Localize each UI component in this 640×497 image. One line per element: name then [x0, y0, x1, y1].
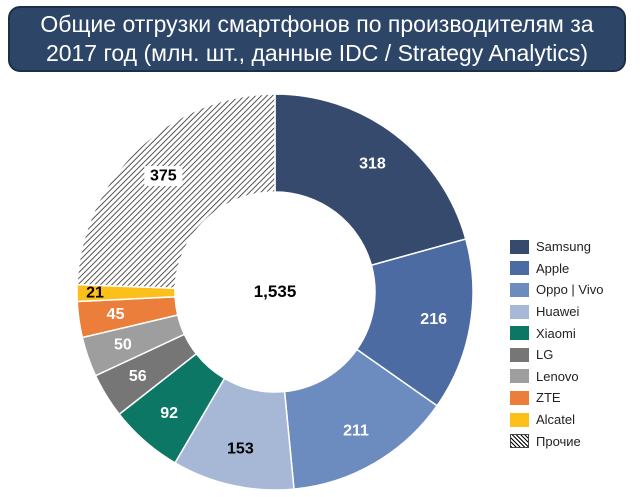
legend-item-lg: LG [510, 344, 603, 366]
legend-item-oppo-vivo: Oppo | Vivo [510, 279, 603, 301]
data-label-lenovo: 50 [114, 336, 132, 353]
legend-label-samsung: Samsung [536, 239, 591, 255]
slice-samsung [274, 93, 467, 267]
legend-item-прочие: Прочие [510, 430, 603, 452]
slice-прочие [76, 93, 276, 289]
legend: Samsung Apple Oppo | Vivo Huawei Xiaomi LG Len… [510, 236, 603, 452]
data-label-huawei: 153 [227, 441, 254, 458]
legend-swatch-прочие [510, 434, 529, 449]
legend-swatch-alcatel [510, 412, 529, 427]
legend-item-huawei: Huawei [510, 301, 603, 323]
legend-item-zte: ZTE [510, 387, 603, 409]
data-label-samsung: 318 [359, 155, 386, 172]
data-label-alcatel: 21 [86, 284, 104, 301]
legend-label-lenovo: Lenovo [536, 368, 579, 384]
data-label-lg: 56 [129, 368, 147, 385]
data-label-xiaomi: 92 [160, 405, 178, 422]
legend-swatch-samsung [510, 239, 529, 254]
data-label-bg-прочие [144, 166, 183, 187]
data-label-zte: 45 [107, 306, 125, 323]
legend-swatch-lg [510, 347, 529, 362]
legend-swatch-lenovo [510, 369, 529, 384]
legend-label-oppo-vivo: Oppo | Vivo [536, 282, 604, 298]
legend-swatch-zte [510, 390, 529, 405]
legend-item-apple: Apple [510, 258, 603, 280]
title-banner: Общие отгрузки смартфонов по производите… [8, 6, 626, 72]
legend-label-прочие: Прочие [536, 433, 581, 449]
legend-label-lg: LG [536, 347, 554, 363]
legend-label-huawei: Huawei [536, 304, 580, 320]
legend-label-xiaomi: Xiaomi [536, 325, 576, 341]
legend-label-zte: ZTE [536, 390, 561, 406]
legend-swatch-apple [510, 261, 529, 276]
chart-title: Общие отгрузки смартфонов по производите… [40, 11, 594, 66]
total-label: 1,535 [253, 282, 297, 301]
legend-swatch-xiaomi [510, 326, 529, 341]
legend-item-samsung: Samsung [510, 236, 603, 258]
legend-swatch-oppo-vivo [510, 282, 529, 297]
legend-label-apple: Apple [536, 260, 570, 276]
legend-label-alcatel: Alcatel [536, 412, 576, 428]
legend-item-xiaomi: Xiaomi [510, 322, 603, 344]
legend-item-lenovo: Lenovo [510, 366, 603, 388]
legend-item-alcatel: Alcatel [510, 409, 603, 431]
data-label-oppo-vivo: 211 [343, 423, 369, 440]
legend-swatch-huawei [510, 304, 529, 319]
data-label-apple: 216 [420, 311, 447, 328]
data-label-прочие: 375 [150, 168, 177, 185]
